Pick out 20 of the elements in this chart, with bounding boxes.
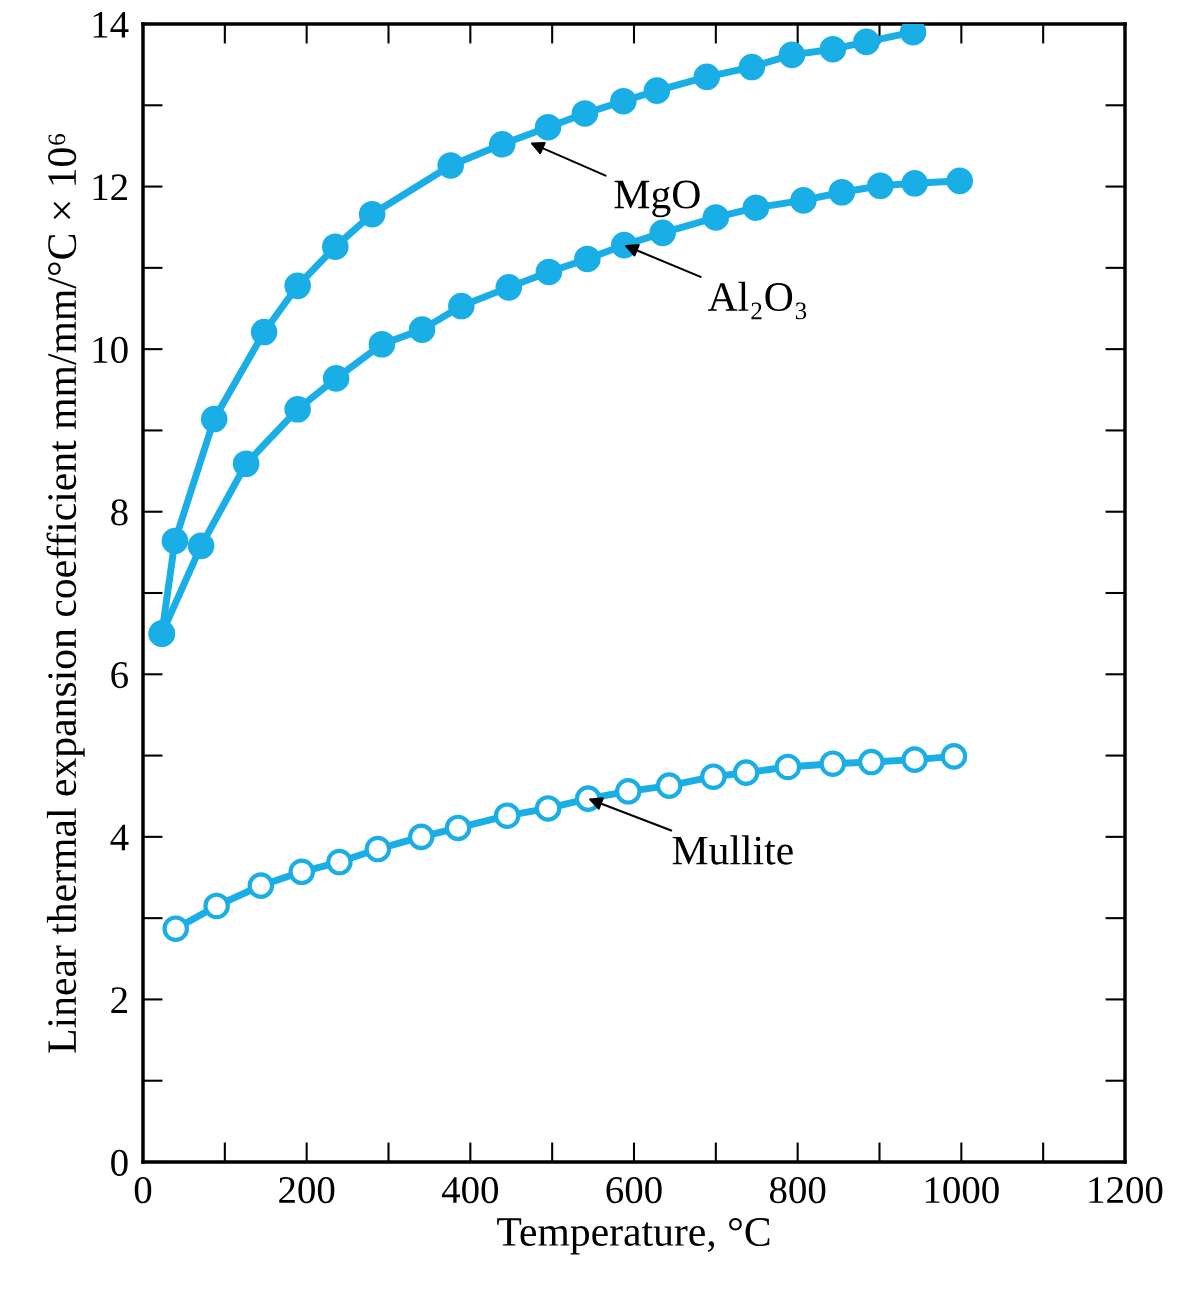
y-tick-label: 6	[111, 662, 128, 689]
annotation: Mullite	[672, 835, 793, 865]
y-tick-label: 4	[110, 824, 129, 851]
y-tick-label: 10	[93, 336, 128, 364]
y-tick-label: 2	[111, 987, 127, 1013]
x-tick-label: 1200	[1089, 1177, 1163, 1204]
x-tick-label: 600	[606, 1177, 662, 1204]
y-axis-title: Linear thermal expansion coefficient mm/mm/°C × 10⁶	[46, 134, 85, 1053]
x-tick-label: 800	[769, 1177, 826, 1204]
x-tick-label: 400	[441, 1177, 499, 1204]
x-axis-title: Temperature, °C	[497, 1217, 770, 1255]
annotation: Al₂O₃	[707, 281, 807, 320]
x-tick-label: 1000	[925, 1177, 999, 1204]
y-tick-label: 8	[111, 499, 128, 526]
y-tick-label: 0	[111, 1149, 128, 1176]
x-tick-label: 0	[134, 1177, 152, 1204]
y-tick-label: 14	[93, 11, 129, 38]
y-tick-label: 12	[93, 174, 127, 201]
x-tick-label: 200	[279, 1177, 335, 1204]
annotation: MgO	[614, 180, 700, 218]
